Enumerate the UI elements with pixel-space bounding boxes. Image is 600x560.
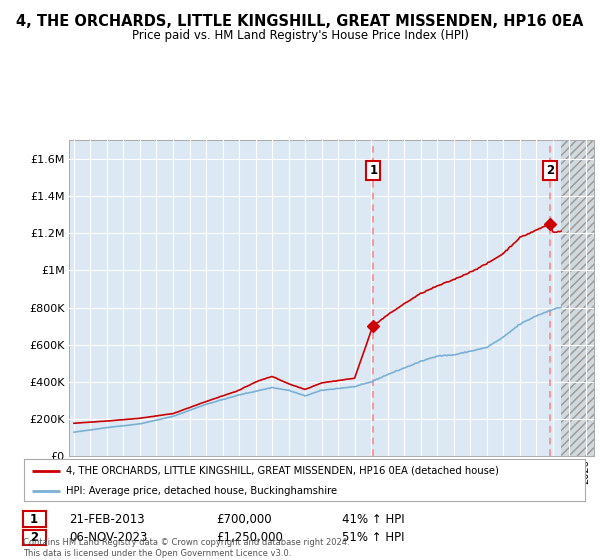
- Text: £1,250,000: £1,250,000: [216, 531, 283, 544]
- Text: Contains HM Land Registry data © Crown copyright and database right 2024.
This d: Contains HM Land Registry data © Crown c…: [23, 538, 349, 558]
- Text: 4, THE ORCHARDS, LITTLE KINGSHILL, GREAT MISSENDEN, HP16 0EA: 4, THE ORCHARDS, LITTLE KINGSHILL, GREAT…: [16, 14, 584, 29]
- Bar: [561, 140, 594, 456]
- Text: 2: 2: [546, 164, 554, 176]
- Bar: [561, 140, 594, 456]
- Text: 21-FEB-2013: 21-FEB-2013: [69, 512, 145, 526]
- Text: 2: 2: [30, 531, 38, 544]
- Text: 41% ↑ HPI: 41% ↑ HPI: [342, 512, 404, 526]
- Text: £700,000: £700,000: [216, 512, 272, 526]
- Text: 4, THE ORCHARDS, LITTLE KINGSHILL, GREAT MISSENDEN, HP16 0EA (detached house): 4, THE ORCHARDS, LITTLE KINGSHILL, GREAT…: [66, 465, 499, 475]
- Text: 1: 1: [369, 164, 377, 176]
- Text: 51% ↑ HPI: 51% ↑ HPI: [342, 531, 404, 544]
- Text: HPI: Average price, detached house, Buckinghamshire: HPI: Average price, detached house, Buck…: [66, 486, 337, 496]
- Text: 06-NOV-2023: 06-NOV-2023: [69, 531, 148, 544]
- Text: Price paid vs. HM Land Registry's House Price Index (HPI): Price paid vs. HM Land Registry's House …: [131, 29, 469, 42]
- Text: 1: 1: [30, 512, 38, 526]
